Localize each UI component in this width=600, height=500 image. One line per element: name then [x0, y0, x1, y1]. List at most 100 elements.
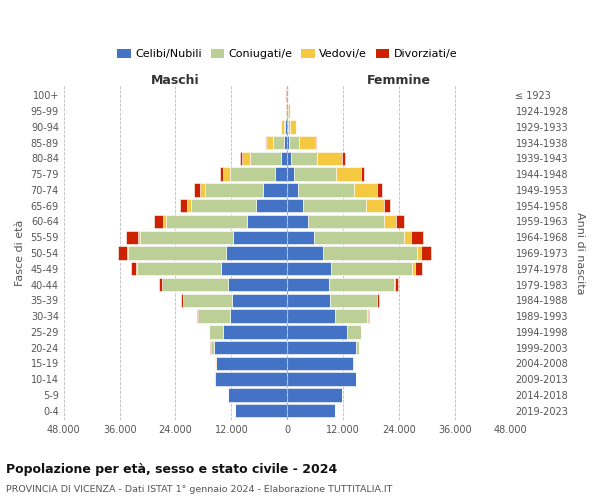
- Bar: [131, 262, 136, 276]
- Bar: [299, 136, 315, 149]
- Bar: [272, 136, 284, 149]
- Bar: [287, 404, 335, 417]
- Bar: [285, 104, 286, 118]
- Bar: [287, 372, 356, 386]
- Bar: [287, 183, 298, 196]
- Bar: [412, 230, 423, 244]
- Bar: [281, 120, 284, 134]
- Bar: [335, 310, 367, 323]
- Bar: [291, 152, 317, 165]
- Bar: [287, 262, 331, 276]
- Bar: [287, 294, 330, 307]
- Bar: [415, 262, 422, 276]
- Bar: [226, 246, 287, 260]
- Bar: [233, 230, 287, 244]
- Bar: [209, 325, 223, 338]
- Bar: [140, 230, 233, 244]
- Bar: [289, 120, 290, 134]
- Text: Popolazione per età, sesso e stato civile - 2024: Popolazione per età, sesso e stato civil…: [6, 462, 337, 475]
- Bar: [138, 230, 140, 244]
- Bar: [220, 168, 223, 181]
- Bar: [127, 246, 128, 260]
- Bar: [194, 183, 200, 196]
- Bar: [287, 356, 353, 370]
- Bar: [235, 404, 287, 417]
- Bar: [166, 215, 247, 228]
- Bar: [128, 246, 226, 260]
- Bar: [287, 388, 342, 402]
- Bar: [354, 183, 377, 196]
- Bar: [395, 278, 398, 291]
- Bar: [294, 168, 335, 181]
- Bar: [221, 262, 287, 276]
- Bar: [263, 183, 287, 196]
- Bar: [223, 168, 230, 181]
- Bar: [361, 168, 364, 181]
- Bar: [290, 120, 296, 134]
- Bar: [286, 120, 287, 134]
- Bar: [281, 152, 287, 165]
- Bar: [329, 278, 394, 291]
- Bar: [287, 230, 314, 244]
- Bar: [286, 104, 287, 118]
- Bar: [404, 230, 412, 244]
- Bar: [353, 356, 354, 370]
- Bar: [242, 152, 250, 165]
- Bar: [385, 199, 390, 212]
- Bar: [179, 199, 187, 212]
- Bar: [127, 230, 138, 244]
- Bar: [308, 215, 385, 228]
- Legend: Celibi/Nubili, Coniugati/e, Vedovi/e, Divorziati/e: Celibi/Nubili, Coniugati/e, Vedovi/e, Di…: [113, 44, 461, 64]
- Bar: [250, 152, 281, 165]
- Bar: [211, 341, 214, 354]
- Bar: [330, 294, 377, 307]
- Bar: [298, 183, 354, 196]
- Bar: [191, 199, 256, 212]
- Text: Femmine: Femmine: [367, 74, 431, 88]
- Bar: [287, 136, 289, 149]
- Bar: [187, 199, 191, 212]
- Bar: [335, 168, 361, 181]
- Bar: [217, 356, 287, 370]
- Text: Maschi: Maschi: [151, 74, 200, 88]
- Bar: [394, 278, 395, 291]
- Bar: [223, 325, 287, 338]
- Bar: [347, 325, 361, 338]
- Y-axis label: Anni di nascita: Anni di nascita: [575, 212, 585, 294]
- Bar: [377, 183, 382, 196]
- Bar: [266, 136, 267, 149]
- Bar: [366, 199, 385, 212]
- Bar: [421, 246, 431, 260]
- Bar: [287, 310, 335, 323]
- Bar: [315, 136, 316, 149]
- Bar: [287, 325, 347, 338]
- Bar: [331, 262, 412, 276]
- Bar: [215, 372, 287, 386]
- Bar: [287, 246, 323, 260]
- Bar: [288, 104, 290, 118]
- Bar: [314, 230, 404, 244]
- Bar: [215, 356, 217, 370]
- Bar: [159, 278, 162, 291]
- Bar: [232, 294, 287, 307]
- Bar: [356, 341, 359, 354]
- Bar: [287, 152, 291, 165]
- Bar: [230, 168, 275, 181]
- Bar: [284, 136, 287, 149]
- Bar: [247, 215, 287, 228]
- Bar: [287, 341, 356, 354]
- Bar: [323, 246, 416, 260]
- Bar: [287, 215, 308, 228]
- Bar: [230, 310, 287, 323]
- Bar: [377, 294, 379, 307]
- Bar: [163, 278, 227, 291]
- Bar: [317, 152, 343, 165]
- Bar: [240, 152, 242, 165]
- Bar: [412, 262, 415, 276]
- Bar: [343, 152, 344, 165]
- Bar: [396, 215, 404, 228]
- Bar: [198, 310, 230, 323]
- Bar: [275, 168, 287, 181]
- Bar: [136, 262, 137, 276]
- Bar: [214, 341, 287, 354]
